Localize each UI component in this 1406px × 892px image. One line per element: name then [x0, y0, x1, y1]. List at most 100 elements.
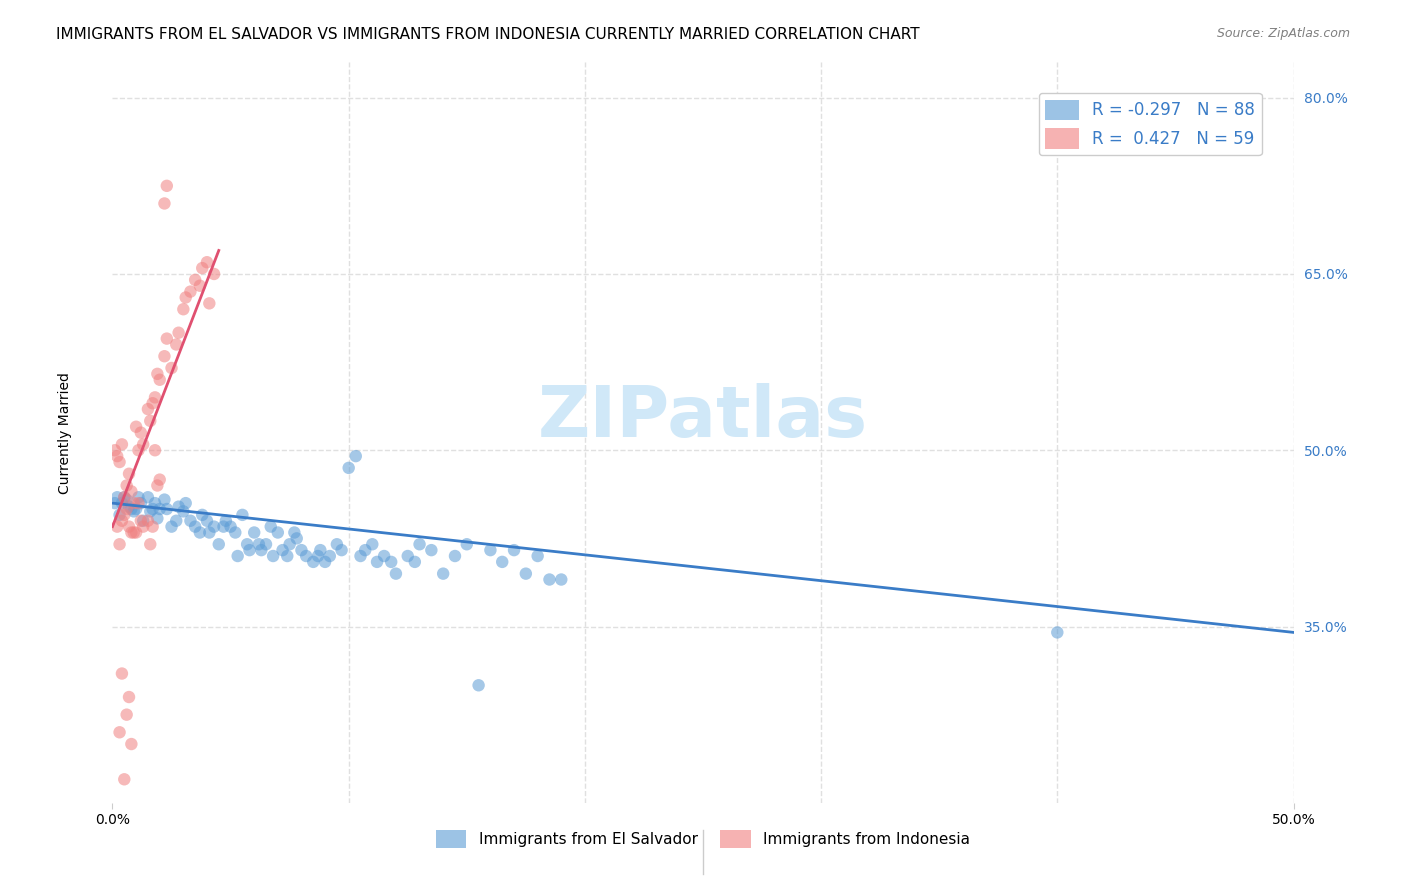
Point [550, 573, 572, 587]
Point [307, 549, 329, 563]
Point [108, 725, 131, 739]
Point [132, 437, 155, 451]
Point [111, 437, 134, 451]
Point [136, 490, 159, 504]
Point [432, 566, 454, 581]
Point [136, 514, 159, 528]
Point [120, 502, 142, 516]
Point [344, 449, 367, 463]
Point [122, 525, 145, 540]
Point [165, 514, 187, 528]
Point [105, 519, 128, 533]
Point [129, 496, 152, 510]
Point [188, 278, 211, 293]
Point [515, 566, 537, 581]
Point [136, 402, 159, 417]
Point [326, 537, 349, 551]
Point [111, 514, 134, 528]
Point [105, 490, 128, 504]
Point [142, 519, 165, 533]
Point [219, 519, 242, 533]
Point [122, 496, 145, 510]
Point [361, 537, 384, 551]
Point [120, 525, 142, 540]
Point [271, 543, 294, 558]
Point [160, 519, 183, 533]
Point [238, 543, 260, 558]
Point [156, 502, 179, 516]
Point [153, 196, 176, 211]
Point [115, 502, 138, 516]
Point [444, 549, 467, 563]
Point [396, 549, 419, 563]
Point [366, 555, 388, 569]
Point [153, 349, 176, 363]
Point [112, 508, 135, 522]
Point [127, 490, 149, 504]
Point [122, 504, 145, 518]
Text: Source: ZipAtlas.com: Source: ZipAtlas.com [1216, 27, 1350, 40]
Point [314, 555, 336, 569]
Point [380, 555, 402, 569]
Point [139, 414, 162, 428]
Point [276, 549, 298, 563]
Point [188, 525, 211, 540]
Text: ZIPatlas: ZIPatlas [538, 384, 868, 452]
Point [354, 543, 377, 558]
Point [195, 514, 218, 528]
Point [195, 255, 218, 269]
Point [132, 514, 155, 528]
Point [295, 549, 318, 563]
Point [104, 496, 127, 510]
Point [184, 519, 207, 533]
Point [456, 537, 478, 551]
Point [179, 285, 201, 299]
Point [236, 537, 259, 551]
Point [290, 543, 312, 558]
Point [283, 525, 305, 540]
Point [1046, 625, 1069, 640]
Point [349, 549, 371, 563]
Point [267, 525, 290, 540]
Point [125, 419, 148, 434]
Point [127, 496, 149, 510]
Point [115, 492, 138, 507]
Point [139, 504, 162, 518]
Point [309, 543, 332, 558]
Point [125, 502, 148, 516]
Point [208, 537, 231, 551]
Point [118, 500, 141, 514]
Text: IMMIGRANTS FROM EL SALVADOR VS IMMIGRANTS FROM INDONESIA CURRENTLY MARRIED CORRE: IMMIGRANTS FROM EL SALVADOR VS IMMIGRANT… [56, 27, 920, 42]
Point [226, 549, 249, 563]
Point [404, 555, 426, 569]
Point [146, 367, 169, 381]
Point [160, 361, 183, 376]
Point [149, 373, 172, 387]
Point [104, 443, 127, 458]
Point [224, 525, 246, 540]
Point [202, 267, 225, 281]
Point [120, 484, 142, 499]
Point [198, 296, 221, 310]
Point [112, 490, 135, 504]
Point [115, 478, 138, 492]
Point [167, 500, 190, 514]
Point [111, 496, 134, 510]
Text: Currently Married: Currently Married [58, 372, 72, 493]
Point [156, 178, 179, 193]
Point [143, 443, 166, 458]
Point [139, 537, 162, 551]
Point [105, 449, 128, 463]
Point [247, 537, 270, 551]
Point [191, 508, 214, 522]
Point [174, 496, 197, 510]
Point [243, 525, 266, 540]
Point [142, 396, 165, 410]
Point [108, 537, 131, 551]
Point [231, 508, 253, 522]
Point [129, 514, 152, 528]
Point [491, 555, 513, 569]
Point [156, 332, 179, 346]
Point [408, 537, 430, 551]
Point [503, 543, 526, 558]
